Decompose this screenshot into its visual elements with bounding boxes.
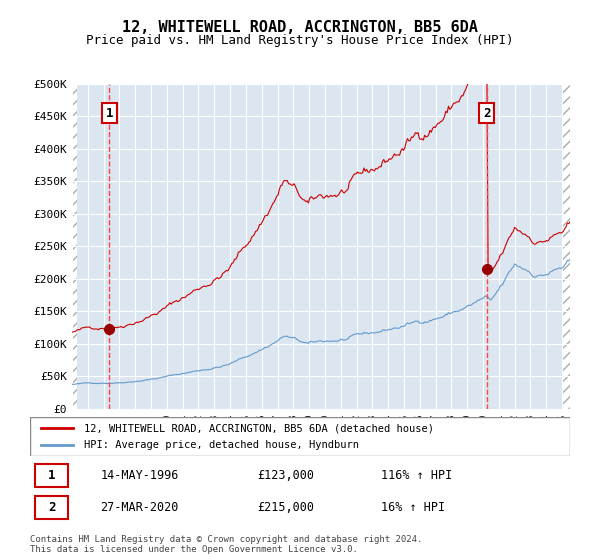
Text: 116% ↑ HPI: 116% ↑ HPI [381,469,452,482]
Text: £215,000: £215,000 [257,501,314,514]
Text: 12, WHITEWELL ROAD, ACCRINGTON, BB5 6DA: 12, WHITEWELL ROAD, ACCRINGTON, BB5 6DA [122,20,478,35]
FancyBboxPatch shape [30,417,570,456]
Text: 2: 2 [48,501,55,514]
FancyBboxPatch shape [35,464,68,487]
Text: Contains HM Land Registry data © Crown copyright and database right 2024.
This d: Contains HM Land Registry data © Crown c… [30,535,422,554]
Text: £123,000: £123,000 [257,469,314,482]
Text: 2: 2 [483,107,491,120]
Bar [562,84,570,409]
FancyBboxPatch shape [35,496,68,519]
Text: 16% ↑ HPI: 16% ↑ HPI [381,501,445,514]
Text: 1: 1 [106,107,113,120]
Text: HPI: Average price, detached house, Hyndburn: HPI: Average price, detached house, Hynd… [84,440,359,450]
Bar [72,84,77,409]
Text: Price paid vs. HM Land Registry's House Price Index (HPI): Price paid vs. HM Land Registry's House … [86,34,514,46]
Text: 14-MAY-1996: 14-MAY-1996 [100,469,179,482]
Text: 27-MAR-2020: 27-MAR-2020 [100,501,179,514]
Text: 12, WHITEWELL ROAD, ACCRINGTON, BB5 6DA (detached house): 12, WHITEWELL ROAD, ACCRINGTON, BB5 6DA … [84,423,434,433]
Text: 1: 1 [48,469,55,482]
